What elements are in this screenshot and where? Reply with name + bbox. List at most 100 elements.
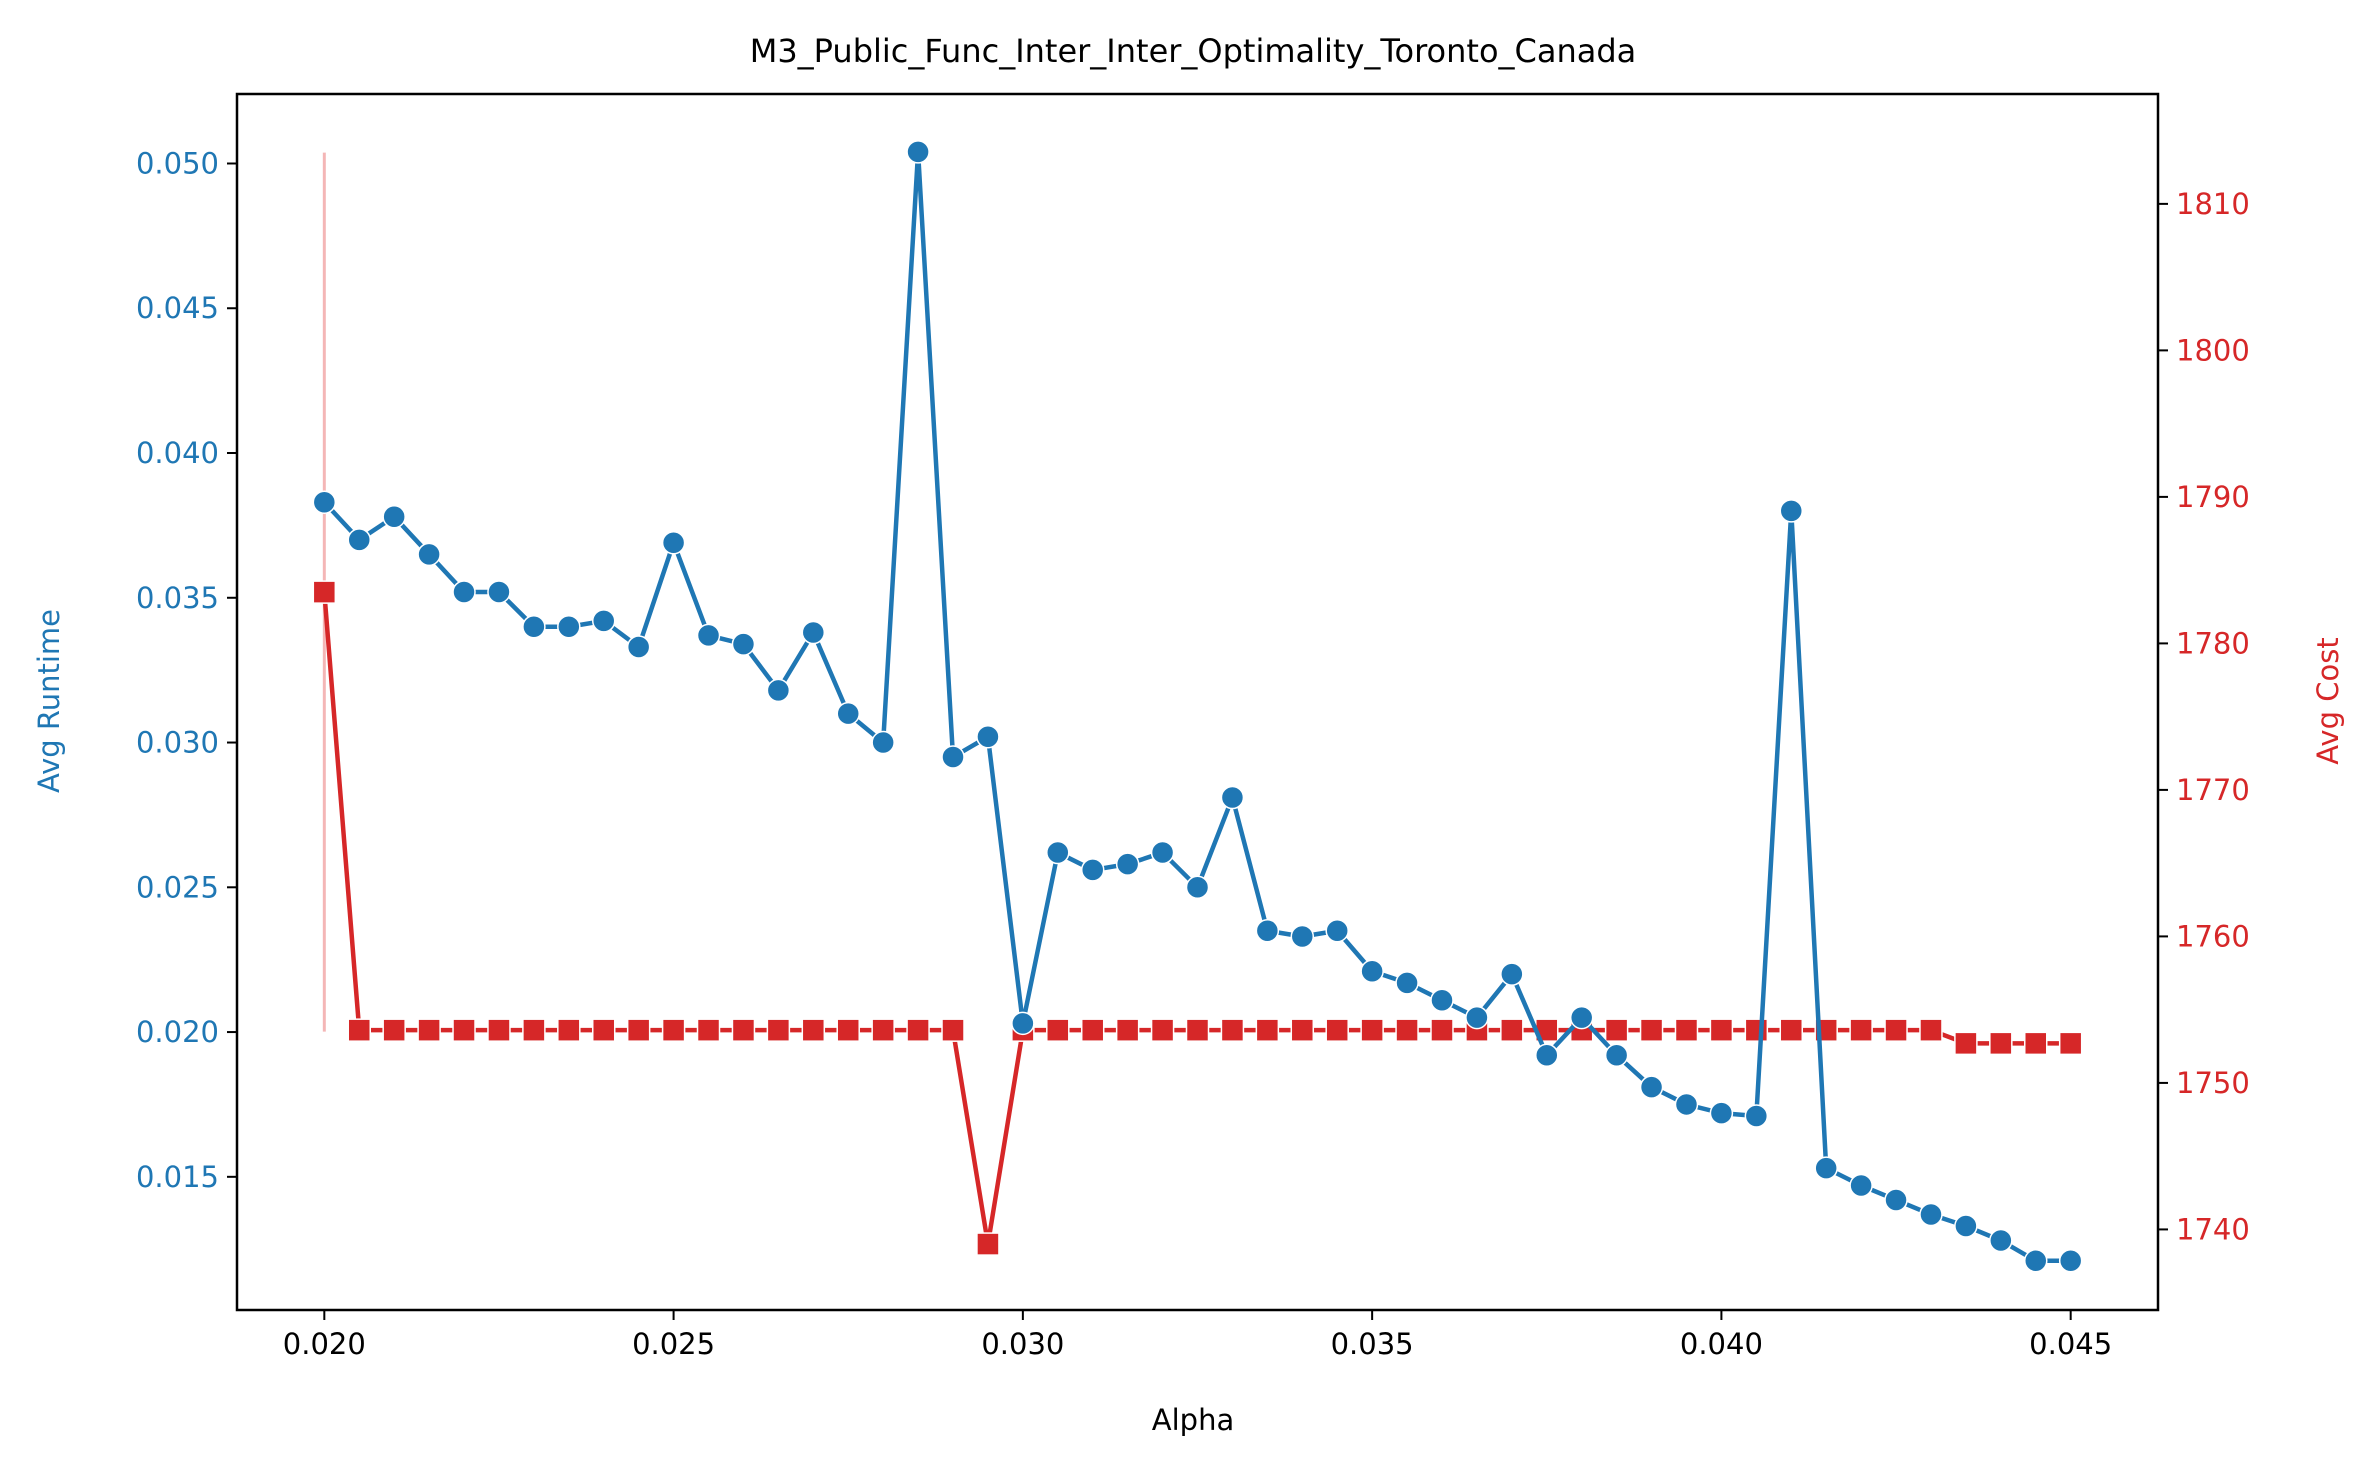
cost-point <box>1185 1018 1210 1042</box>
cost-point <box>1395 1018 1419 1042</box>
cost-series-line <box>322 591 2071 1247</box>
cost-point <box>1430 1018 1454 1042</box>
y-right-tick-label: 1780 <box>2176 626 2250 660</box>
runtime-point <box>1465 1005 1489 1030</box>
y-axis-right-label: Avg Cost <box>2311 637 2345 764</box>
runtime-series-line <box>322 149 2071 1264</box>
cost-point <box>1325 1018 1349 1042</box>
runtime-point <box>661 531 686 555</box>
cost-point <box>1290 1018 1315 1042</box>
cost-point <box>312 580 337 604</box>
runtime-point <box>1011 1011 1035 1036</box>
y-right-tick-label: 1740 <box>2176 1212 2250 1246</box>
runtime-point <box>522 614 546 639</box>
runtime-point <box>1849 1173 1873 1198</box>
runtime-point <box>1744 1104 1769 1128</box>
y-left-tick-label: 0.035 <box>136 581 219 615</box>
cost-point <box>522 1018 546 1042</box>
y-right-tick-label: 1800 <box>2176 333 2250 367</box>
cost-point <box>1779 1018 1804 1042</box>
cost-point <box>557 1018 581 1042</box>
y-right-tick-label: 1810 <box>2176 187 2250 221</box>
y-left-tick-label: 0.050 <box>136 146 219 180</box>
cost-point <box>871 1018 895 1042</box>
x-tick-label: 0.025 <box>632 1327 715 1361</box>
runtime-point <box>801 620 826 645</box>
runtime-point <box>1430 988 1454 1012</box>
runtime-point <box>1360 959 1384 984</box>
runtime-point <box>1185 875 1210 900</box>
runtime-point <box>1290 924 1315 949</box>
cost-point <box>1849 1018 1873 1042</box>
runtime-point <box>382 504 406 529</box>
cost-point <box>1989 1031 2013 1056</box>
runtime-point <box>591 609 616 633</box>
runtime-point <box>1884 1188 1908 1212</box>
cost-point <box>1046 1018 1070 1042</box>
cost-point <box>766 1018 791 1042</box>
runtime-point <box>1325 918 1349 943</box>
cost-point <box>1360 1018 1384 1042</box>
runtime-point <box>906 140 930 164</box>
runtime-point <box>452 580 476 604</box>
runtime-point <box>1709 1101 1734 1125</box>
cost-point <box>1744 1018 1769 1042</box>
runtime-point <box>696 623 721 648</box>
cost-point <box>382 1018 406 1042</box>
cost-point <box>1604 1018 1629 1042</box>
cost-point <box>1884 1018 1908 1042</box>
cost-point <box>1115 1018 1140 1042</box>
cost-point <box>1674 1018 1699 1042</box>
x-tick-label: 0.035 <box>1331 1327 1414 1361</box>
plot-area <box>312 140 2083 1273</box>
runtime-point <box>1115 852 1140 876</box>
cost-point <box>2024 1031 2048 1056</box>
cost-point <box>976 1232 1000 1256</box>
cost-point <box>696 1018 721 1042</box>
runtime-point <box>1535 1043 1559 1067</box>
cost-point <box>626 1018 651 1042</box>
runtime-point <box>1604 1043 1629 1067</box>
y-right-tick-label: 1770 <box>2176 773 2250 807</box>
runtime-point <box>2058 1249 2083 1273</box>
runtime-point <box>312 490 337 514</box>
cost-point <box>731 1018 756 1042</box>
x-tick-label: 0.020 <box>283 1327 366 1361</box>
cost-point <box>1150 1018 1175 1042</box>
runtime-point <box>1046 840 1070 865</box>
runtime-point <box>1989 1228 2013 1253</box>
cost-point <box>661 1018 686 1042</box>
cost-point <box>1709 1018 1734 1042</box>
runtime-point <box>766 678 791 703</box>
runtime-point <box>1779 499 1804 523</box>
y-left-tick-label: 0.025 <box>136 870 219 904</box>
y-left-tick-label: 0.030 <box>136 726 219 760</box>
runtime-point <box>1080 858 1105 882</box>
cost-point <box>1919 1018 1943 1042</box>
runtime-point <box>2024 1249 2048 1273</box>
x-tick-label: 0.030 <box>981 1327 1064 1361</box>
cost-point <box>2058 1031 2083 1056</box>
cost-point <box>347 1018 371 1042</box>
y-left-tick-label: 0.015 <box>136 1160 219 1194</box>
runtime-point <box>1814 1156 1838 1180</box>
x-tick-label: 0.045 <box>2029 1327 2112 1361</box>
cost-point <box>1080 1018 1105 1042</box>
runtime-point <box>1395 971 1419 995</box>
runtime-point <box>1255 918 1280 943</box>
cost-point <box>417 1018 441 1042</box>
runtime-point <box>1674 1092 1699 1117</box>
runtime-point <box>557 614 581 639</box>
cost-point <box>1255 1018 1280 1042</box>
runtime-point <box>626 635 651 659</box>
runtime-point <box>1919 1202 1943 1227</box>
runtime-point <box>347 528 371 552</box>
cost-point <box>1639 1018 1664 1042</box>
runtime-point <box>976 724 1000 749</box>
cost-point <box>906 1018 930 1042</box>
runtime-point <box>417 542 441 567</box>
runtime-point <box>1150 840 1175 865</box>
x-tick-label: 0.040 <box>1680 1327 1763 1361</box>
cost-point <box>801 1018 826 1042</box>
